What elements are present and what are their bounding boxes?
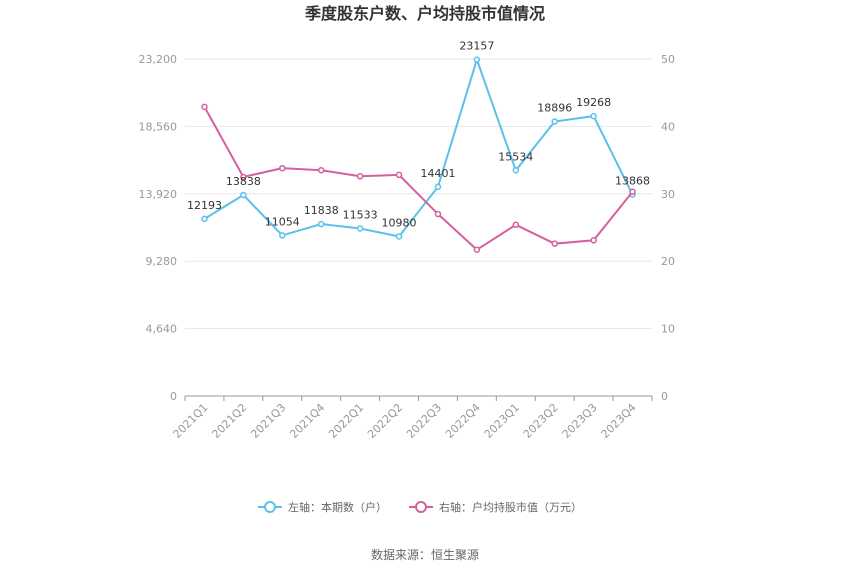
data-label: 14401 (420, 167, 455, 180)
right-axis-tick-label: 50 (661, 53, 675, 66)
right-axis-tick-label: 20 (661, 255, 675, 268)
data-point (473, 56, 481, 63)
left-axis-tick-label: 4,640 (146, 323, 178, 336)
data-point (279, 232, 286, 239)
data-point (512, 221, 520, 229)
data-label: 13868 (615, 175, 650, 188)
series-line (203, 106, 634, 251)
data-point (512, 167, 520, 174)
right-axis-tick-label: 30 (661, 188, 675, 201)
data-label: 19268 (576, 96, 611, 109)
data-point (240, 173, 247, 181)
data-point (395, 171, 403, 179)
left-axis-tick-label: 9,280 (146, 255, 178, 268)
legend-item-label: 左轴：本期数（户） (288, 500, 387, 514)
x-axis-tick-label: 2022Q3 (404, 401, 444, 441)
data-label: 12193 (187, 199, 222, 212)
x-axis-tick-label: 2022Q4 (443, 401, 483, 441)
data-point (473, 246, 481, 253)
data-label: 11533 (343, 208, 378, 221)
data-label: 13838 (226, 175, 261, 188)
x-axis-tick-label: 2023Q1 (482, 401, 522, 441)
right-axis-tick-label: 40 (661, 120, 675, 133)
data-point (590, 237, 597, 244)
series-line (203, 56, 634, 238)
right-axis-tick-label: 0 (661, 390, 668, 403)
data-point (395, 233, 403, 240)
legend-marker (415, 501, 427, 513)
x-axis-tick-label: 2023Q2 (521, 401, 561, 441)
data-label: 11054 (265, 215, 300, 228)
data-point (201, 103, 208, 111)
series (201, 56, 636, 253)
left-axis-tick-label: 0 (170, 390, 177, 403)
left-axis-tick-label: 13,920 (139, 188, 178, 201)
data-label: 18896 (537, 102, 572, 115)
axes: 23,200 50 18,560 40 13,920 30 9,280 20 4,640 10 0 0… (139, 53, 676, 441)
data-point (590, 112, 597, 120)
x-axis-tick-label: 2021Q3 (248, 401, 288, 441)
data-point (317, 220, 325, 228)
data-point (551, 240, 558, 247)
data-label: 10980 (382, 217, 417, 230)
x-axis-tick-label: 2022Q1 (326, 401, 366, 441)
left-axis-tick-label: 23,200 (139, 53, 178, 66)
legend-item-label: 右轴：户均持股市值（万元） (439, 500, 582, 514)
data-point (434, 183, 442, 191)
data-point (356, 173, 364, 180)
data-point (551, 118, 558, 125)
left-axis-tick-label: 18,560 (139, 120, 178, 133)
data-label: 15534 (498, 150, 533, 163)
data-labels: 12193 13838 11054 11838 11533 10980 14401 23157… (187, 40, 650, 230)
legend[interactable]: 左轴：本期数（户） 右轴：户均持股市值（万元） (258, 500, 582, 514)
x-axis-tick-label: 2021Q2 (209, 401, 249, 441)
right-axis-tick-label: 10 (661, 323, 675, 336)
x-axis-tick-label: 2023Q4 (599, 401, 639, 441)
x-axis-tick-label: 2021Q1 (171, 401, 211, 441)
x-axis-tick-label: 2023Q3 (560, 401, 600, 441)
source-note: 数据来源：恒生聚源 (371, 547, 479, 562)
x-axis-tick-label: 2021Q4 (287, 401, 327, 441)
chart-title: 季度股东户数、户均持股市值情况 (304, 4, 545, 23)
data-point (356, 225, 364, 232)
data-point (240, 191, 247, 199)
data-point (201, 215, 208, 223)
data-point (629, 188, 636, 196)
data-label: 11838 (304, 204, 339, 217)
x-axis-tick-label: 2022Q2 (365, 401, 405, 441)
legend-marker (264, 501, 276, 513)
data-point (317, 166, 325, 174)
data-point (434, 210, 442, 218)
data-label: 23157 (459, 40, 494, 53)
data-point (279, 164, 286, 172)
